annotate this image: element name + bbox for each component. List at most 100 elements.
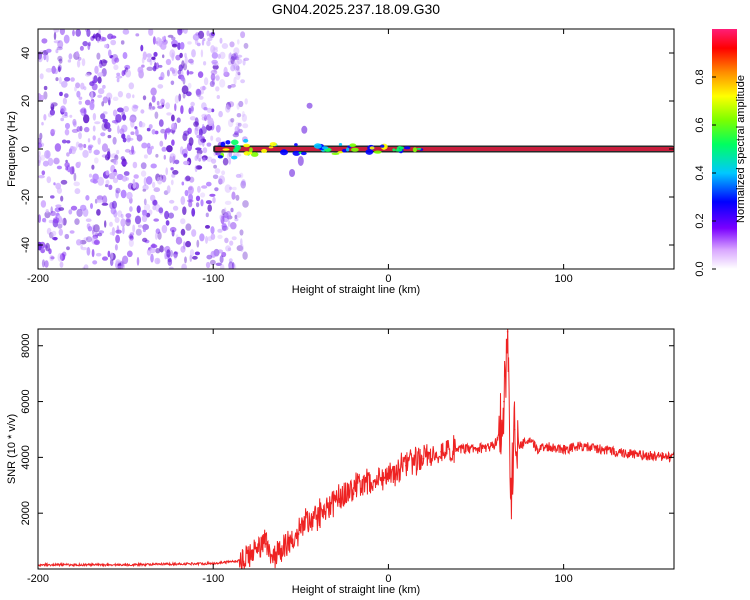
noise-speckle: [96, 36, 100, 44]
noise-speckle: [49, 109, 56, 116]
noise-speckle: [132, 224, 136, 233]
x-tick-label: 0: [385, 573, 391, 585]
noise-speckle: [143, 177, 147, 186]
noise-speckle: [41, 259, 46, 268]
x-tick-label: -100: [202, 573, 224, 585]
noise-speckle: [188, 105, 194, 114]
noise-speckle: [102, 195, 108, 205]
snr-panel: -200 -100 0 100 2000 4000 6000 8000 Height of s…: [6, 328, 675, 596]
noise-speckle: [167, 34, 174, 38]
noise-speckle: [59, 91, 63, 97]
noise-speckle: [236, 113, 242, 118]
noise-speckle: [106, 92, 113, 100]
noise-speckle: [60, 179, 68, 185]
snr-point: [615, 451, 617, 453]
noise-speckle: [159, 245, 164, 253]
noise-speckle: [57, 40, 64, 49]
noise-speckle: [152, 65, 157, 72]
noise-speckle: [230, 83, 236, 88]
noise-speckle: [97, 176, 105, 186]
noise-speckle: [241, 179, 246, 186]
noise-speckle: [135, 128, 139, 137]
noise-speckle: [78, 96, 83, 100]
noise-speckle: [93, 224, 100, 233]
snr-point: [265, 543, 267, 545]
noise-speckle: [83, 108, 87, 116]
noise-speckle: [188, 107, 192, 115]
ridge-blob: [294, 143, 298, 147]
noise-speckle: [122, 29, 130, 35]
noise-speckle: [102, 111, 108, 115]
noise-speckle: [146, 58, 152, 63]
noise-speckle: [131, 104, 138, 112]
noise-speckle: [174, 159, 180, 165]
noise-speckle: [215, 86, 220, 92]
noise-speckle: [161, 224, 168, 234]
noise-speckle: [85, 236, 93, 243]
noise-speckle: [210, 45, 216, 54]
spectrogram-xlabel: Height of straight line (km): [292, 284, 420, 296]
noise-speckle: [108, 49, 112, 57]
noise-speckle: [161, 146, 167, 152]
snr-point: [440, 451, 442, 453]
noise-speckle: [192, 33, 200, 41]
noise-speckle: [155, 153, 159, 158]
noise-speckle: [68, 148, 72, 155]
noise-speckle: [185, 240, 192, 248]
noise-speckle: [51, 230, 57, 237]
noise-speckle: [233, 60, 240, 67]
noise-speckle: [128, 234, 134, 239]
noise-speckle: [178, 93, 182, 102]
noise-speckle: [97, 137, 101, 145]
noise-speckle: [55, 204, 62, 208]
ridge-blob: [249, 147, 253, 153]
noise-speckle: [54, 143, 62, 152]
noise-speckle: [87, 145, 93, 151]
noise-speckle: [57, 55, 63, 62]
noise-speckle: [69, 114, 73, 118]
y-tick-label: 4000: [20, 445, 32, 469]
noise-speckle: [206, 254, 213, 260]
x-tick-label: 100: [554, 273, 572, 285]
noise-speckle: [62, 217, 67, 226]
snr-point: [510, 498, 512, 501]
noise-speckle: [129, 235, 134, 241]
noise-speckle: [57, 252, 63, 262]
snr-point: [492, 445, 495, 448]
noise-speckle: [50, 256, 55, 260]
noise-speckle: [126, 250, 133, 258]
noise-speckle: [218, 175, 225, 185]
noise-speckle: [203, 61, 207, 66]
colorbar-tick-label: 0.2: [694, 213, 706, 228]
ridge-blob: [338, 143, 343, 146]
noise-speckle: [111, 227, 115, 236]
noise-speckle: [83, 114, 90, 124]
noise-speckle: [220, 263, 225, 269]
noise-speckle: [109, 221, 113, 227]
ridge-blob: [351, 147, 359, 152]
noise-speckle: [230, 118, 235, 123]
noise-speckle: [42, 218, 47, 223]
colorbar-tick-label: 0.0: [694, 261, 706, 276]
noise-speckle: [228, 60, 232, 66]
noise-speckle: [210, 250, 217, 258]
noise-speckle: [190, 61, 194, 65]
noise-speckle: [167, 126, 170, 135]
noise-speckle: [169, 226, 177, 233]
noise-speckle: [150, 244, 158, 249]
noise-speckle: [143, 198, 147, 206]
noise-speckle: [66, 140, 71, 144]
snr-point: [597, 448, 600, 450]
noise-speckle: [230, 207, 234, 213]
noise-speckle: [180, 105, 184, 115]
noise-speckle: [92, 260, 98, 265]
noise-speckle: [92, 113, 97, 121]
noise-speckle: [235, 153, 242, 157]
noise-speckle: [217, 249, 224, 254]
noise-speckle: [69, 166, 75, 175]
noise-speckle: [141, 57, 145, 64]
noise-speckle: [55, 182, 62, 190]
noise-speckle: [56, 165, 63, 170]
noise-speckle: [165, 58, 172, 66]
noise-speckle: [81, 58, 86, 67]
